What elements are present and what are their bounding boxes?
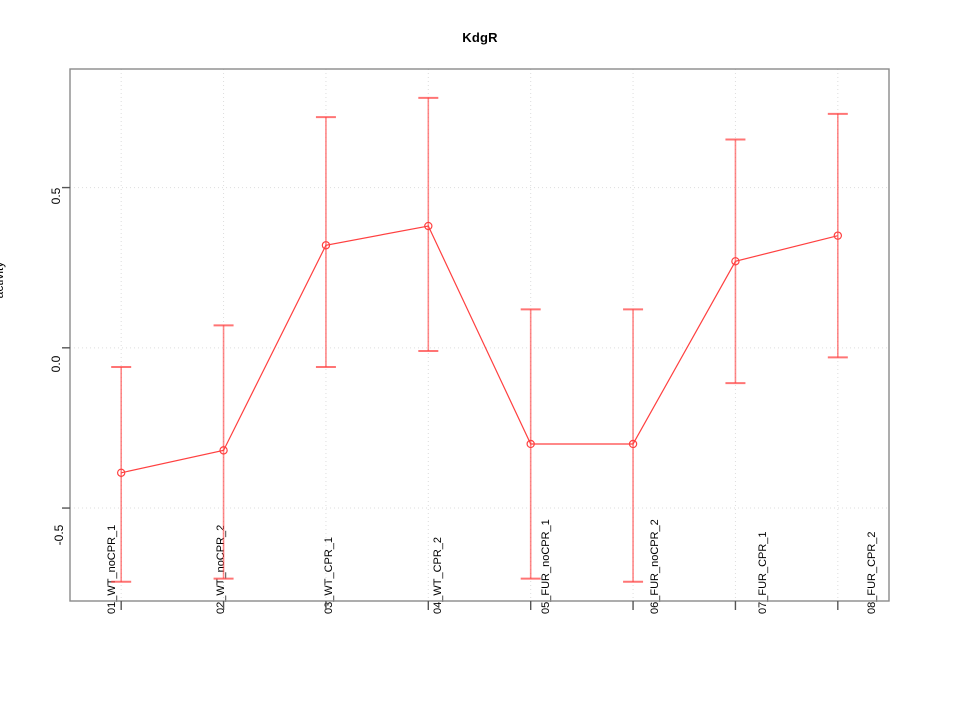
horizontal-gridlines: [70, 187, 889, 509]
x-axis-ticks: [120, 601, 839, 610]
y-axis-ticks: [62, 186, 70, 509]
chart-title: KdgR: [462, 30, 498, 45]
error-bars: [111, 96, 848, 583]
data-line: [121, 225, 838, 474]
data-markers: [116, 221, 843, 478]
plot-border: [69, 68, 890, 602]
